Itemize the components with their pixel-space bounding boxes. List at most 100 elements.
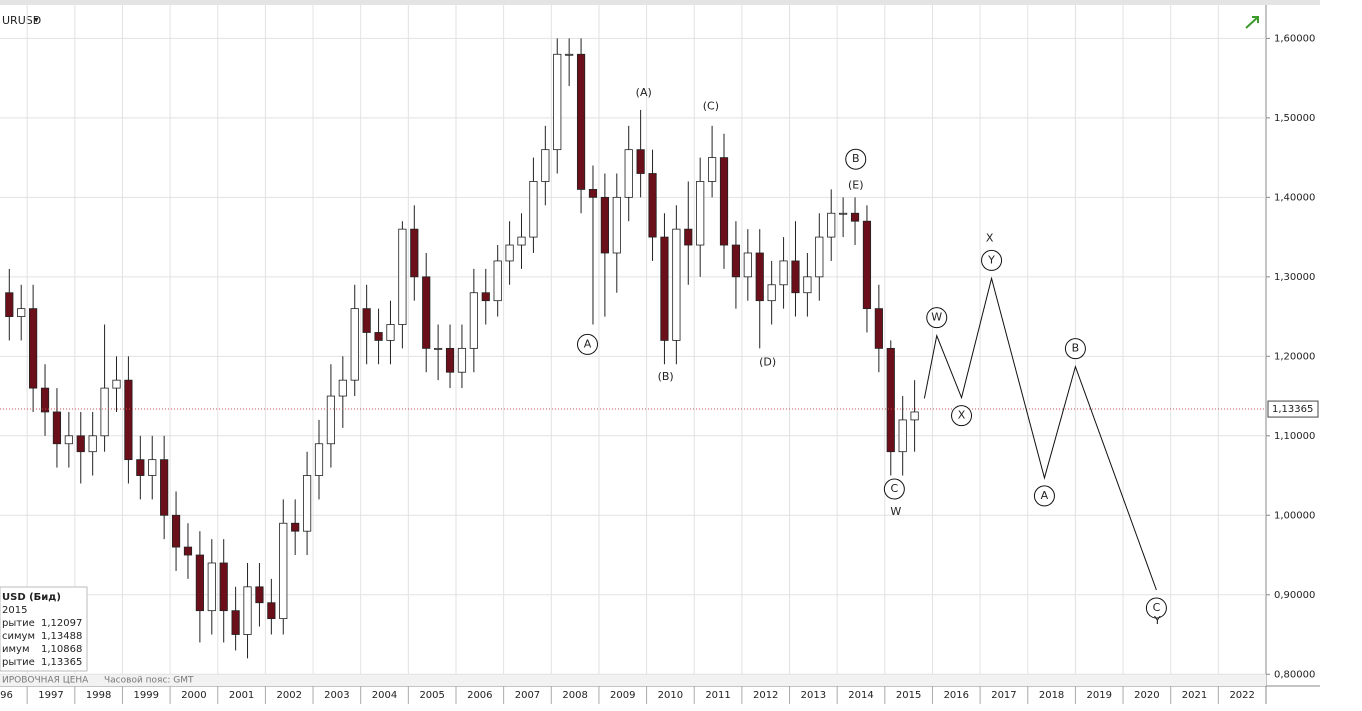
wave-circle (981, 249, 1003, 271)
candle-body (660, 236, 669, 341)
info-value: 1,13488 (41, 631, 82, 642)
info-key: рытие (2, 657, 35, 668)
y-tick-label: 1,50000 (1274, 113, 1315, 124)
candle-body (160, 459, 169, 516)
candle-body (171, 514, 181, 548)
x-tick-label: 2013 (801, 690, 826, 701)
candle-body (40, 387, 50, 413)
candle-body (815, 236, 824, 278)
candle-body (124, 379, 133, 461)
candle-body (374, 332, 383, 341)
candle-body (588, 189, 598, 198)
candle-body (696, 181, 705, 246)
info-value: 1,10868 (41, 644, 82, 655)
candle-body (553, 53, 562, 151)
symbol-menu[interactable]: ▾ (34, 16, 39, 26)
annotation: Y (1153, 614, 1161, 627)
y-tick-label: 0,90000 (1274, 590, 1315, 601)
annotation: W (890, 505, 901, 518)
candle-body (862, 220, 872, 310)
y-tick-label: 1,20000 (1274, 351, 1315, 362)
candle-body (898, 419, 907, 453)
x-tick-label: 1999 (134, 690, 159, 701)
y-tick-label: 1,60000 (1274, 33, 1315, 44)
wave-label: B (1072, 342, 1080, 355)
candle-body (219, 562, 228, 612)
wave-circle (576, 333, 598, 355)
x-tick-label: 2008 (562, 690, 587, 701)
candle-body (672, 228, 681, 341)
wave-circle (1145, 597, 1167, 619)
candle-body (17, 308, 26, 317)
candle-body (291, 522, 300, 532)
candle-body (100, 387, 109, 437)
candle-body (5, 292, 14, 317)
wave-circle (1033, 485, 1055, 507)
annotation: X (986, 232, 994, 245)
x-tick-label: 2000 (181, 690, 206, 701)
candle-body (636, 149, 645, 174)
candle-body (910, 411, 919, 421)
candle-body (267, 602, 276, 620)
info-frame (0, 586, 88, 672)
info-date: 2015 (2, 605, 27, 616)
info-key: имум (2, 644, 30, 655)
candle-body (88, 435, 97, 453)
wave-label: Y (987, 253, 995, 266)
x-tick-label: 1997 (38, 690, 63, 701)
wave-circle (1064, 338, 1086, 360)
wave-circle (951, 405, 973, 427)
annotation: A (584, 337, 592, 350)
candle-body (386, 324, 395, 341)
candle-body (481, 292, 490, 302)
candle-body (779, 260, 788, 286)
x-tick-label: 2004 (372, 690, 397, 701)
trend-icon[interactable] (1245, 16, 1259, 29)
last-price-tag (1267, 400, 1319, 418)
x-tick-label: 2009 (610, 690, 635, 701)
candle-body (410, 228, 419, 278)
last-price-label: 1,13365 (1272, 404, 1313, 415)
candle-body (434, 347, 443, 350)
candle-body (565, 53, 574, 56)
candle-body (839, 212, 848, 215)
candle-body (422, 276, 431, 349)
candle-body (827, 212, 836, 238)
candle-body (600, 196, 609, 254)
x-tick-label: 2002 (276, 690, 301, 701)
candle-body (731, 244, 741, 278)
x-tick-label: 996 (0, 690, 13, 701)
wave-circle (883, 478, 905, 500)
footer-strip (0, 674, 1266, 686)
candle-body (148, 459, 157, 476)
candle-body (886, 347, 895, 453)
annotation: C (891, 482, 899, 495)
candle-body (243, 586, 252, 635)
candle-body (457, 347, 467, 373)
x-tick-label: 2016 (944, 690, 969, 701)
candle-body (517, 236, 526, 246)
y-tick-label: 0,80000 (1274, 669, 1315, 680)
forecast-line (923, 276, 1157, 591)
x-tick-label: 2006 (467, 690, 492, 701)
candle-body (398, 228, 407, 325)
wave-label: A (1041, 489, 1049, 502)
y-tick-label: 1,10000 (1274, 431, 1315, 442)
candle-body (52, 411, 62, 445)
wave-circle (926, 307, 948, 329)
x-tick-label: 2011 (705, 690, 730, 701)
x-tick-label: 2015 (896, 690, 921, 701)
y-tick-label: 1,30000 (1274, 272, 1315, 283)
info-box: USD (Бид) 2015 рытие 1,12097 симум 1,13488 и… (0, 586, 88, 672)
candle-body (648, 173, 657, 238)
info-title: USD (Бид) (2, 592, 61, 603)
candle-body (803, 276, 812, 294)
candle-body (684, 228, 693, 246)
x-tick-label: 2010 (658, 690, 683, 701)
candle-body (624, 149, 633, 198)
wave-label: X (958, 409, 966, 422)
candle-body (445, 347, 455, 373)
symbol: URUSD (2, 14, 41, 27)
candle-body (279, 522, 288, 620)
